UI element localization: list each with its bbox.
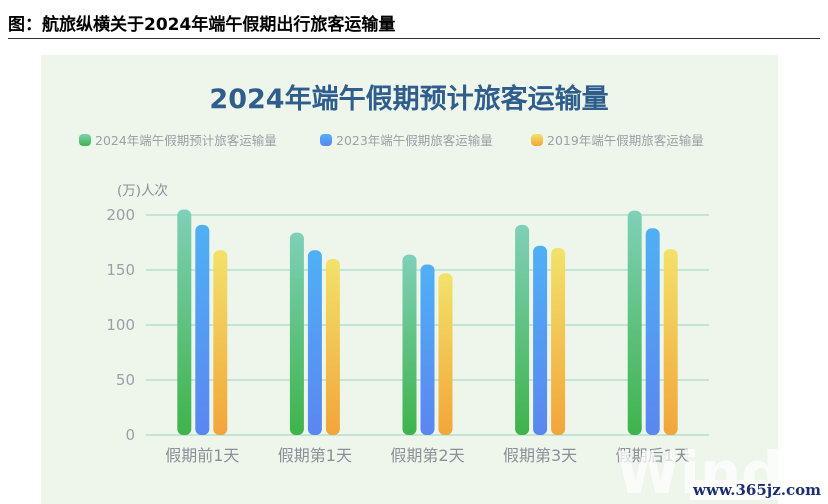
legend-swatch-2024	[79, 134, 91, 146]
y-tick-label: 50	[116, 371, 135, 389]
site-watermark: www.365jz.com	[690, 480, 824, 500]
figure-caption: 图：航旅纵横关于2024年端午假期出行旅客运输量	[8, 15, 396, 35]
bar-2024-cat1	[177, 209, 192, 435]
bar-2024-cat4	[515, 224, 530, 435]
x-axis-labels: 假期前1天 假期第1天 假期第2天 假期第3天 假期后1天	[165, 446, 690, 465]
bar-chart: 2024年端午假期预计旅客运输量 2024年端午假期预计旅客运输量 2023年端…	[79, 83, 778, 504]
bar-2023-cat4	[533, 245, 548, 435]
y-axis-label: (万)人次	[117, 183, 168, 199]
bar-2019-cat1	[213, 250, 228, 435]
x-tick-label: 假期第3天	[503, 446, 577, 465]
bars	[177, 209, 678, 435]
legend-label-2024: 2024年端午假期预计旅客运输量	[95, 133, 277, 148]
bar-2019-cat3	[438, 273, 453, 435]
y-tick-label: 0	[125, 426, 135, 444]
legend-swatch-2019	[531, 134, 543, 146]
x-tick-label: 假期后1天	[616, 446, 690, 465]
bar-2023-cat1	[195, 224, 210, 435]
bar-2019-cat4	[551, 248, 566, 435]
bar-2019-cat5	[663, 249, 678, 435]
y-axis-ticks: 0 50 100 150 200	[106, 206, 135, 444]
bar-2023-cat3	[420, 264, 435, 435]
legend: 2024年端午假期预计旅客运输量 2023年端午假期旅客运输量 2019年端午假…	[79, 133, 704, 148]
legend-swatch-2023	[320, 134, 332, 146]
caption-divider	[8, 38, 820, 39]
bar-2023-cat5	[645, 228, 660, 435]
x-tick-label: 假期前1天	[165, 446, 239, 465]
x-tick-label: 假期第1天	[278, 446, 352, 465]
x-tick-label: 假期第2天	[390, 446, 464, 465]
y-tick-label: 200	[106, 206, 135, 224]
legend-label-2023: 2023年端午假期旅客运输量	[336, 133, 493, 148]
y-tick-label: 100	[106, 316, 135, 334]
chart-panel: 2024年端午假期预计旅客运输量 2024年端午假期预计旅客运输量 2023年端…	[41, 55, 778, 504]
legend-label-2019: 2019年端午假期旅客运输量	[547, 133, 704, 148]
chart-title: 2024年端午假期预计旅客运输量	[209, 83, 608, 115]
bar-2023-cat2	[307, 250, 322, 435]
bar-2024-cat3	[402, 254, 417, 435]
bar-2024-cat2	[289, 232, 304, 435]
bar-2024-cat5	[627, 210, 642, 435]
y-tick-label: 150	[106, 261, 135, 279]
bar-2019-cat2	[325, 259, 340, 435]
